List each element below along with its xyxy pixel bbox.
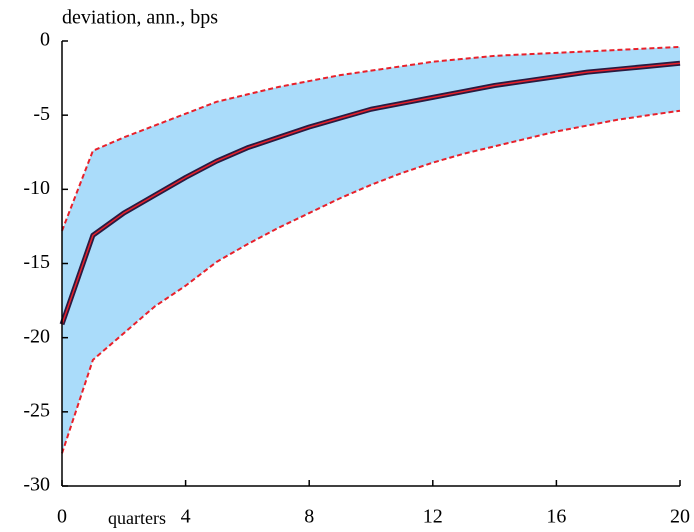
y-tick-label: -5 (33, 103, 50, 125)
x-tick-label: 12 (423, 506, 443, 528)
y-tick-label: -30 (23, 474, 50, 496)
x-tick-label: 4 (181, 506, 191, 528)
x-tick-label: 20 (670, 506, 690, 528)
y-tick-label: -15 (23, 251, 50, 273)
band-upper (61, 45, 681, 232)
x-tick-label: 16 (546, 506, 566, 528)
y-tick-label: -25 (23, 399, 50, 421)
y-axis-label: deviation, ann., bps (62, 7, 218, 29)
band-lower (61, 109, 681, 454)
confidence-band (62, 46, 680, 454)
line-inner (61, 62, 681, 325)
x-axis-label: quarters (108, 508, 166, 528)
y-tick-label: -20 (23, 325, 50, 347)
x-tick-label: 8 (304, 506, 314, 528)
y-tick-label: -10 (23, 177, 50, 199)
y-tick-label: 0 (40, 29, 50, 51)
x-tick-label: 0 (57, 506, 67, 528)
